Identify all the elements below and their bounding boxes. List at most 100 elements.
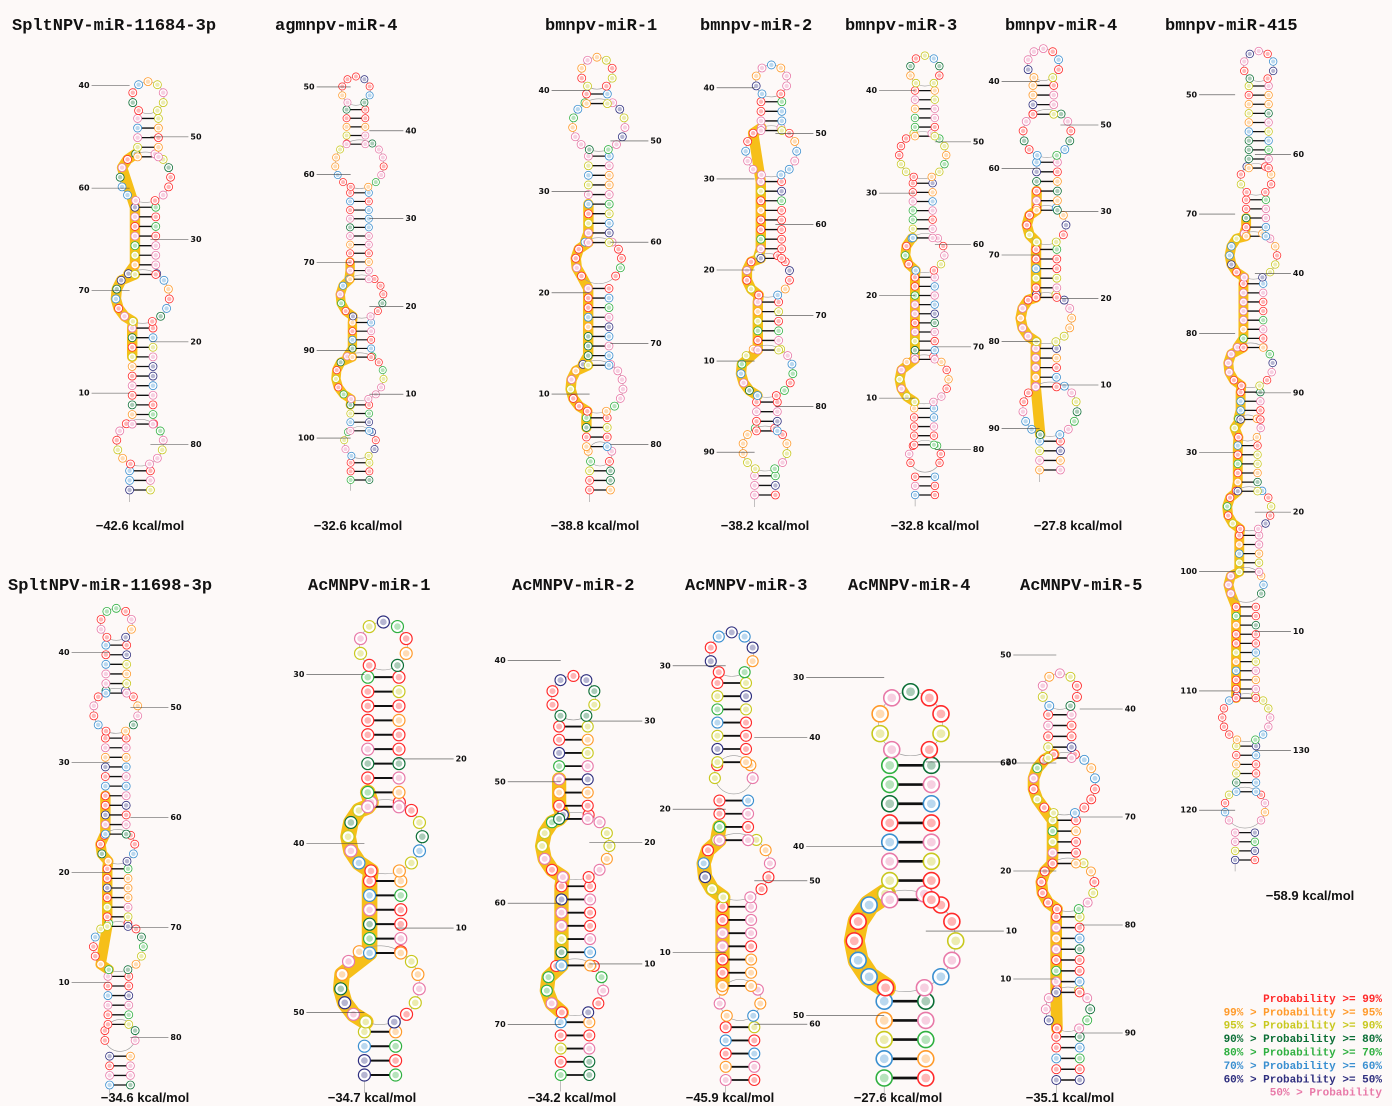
nucleotide bbox=[392, 742, 406, 756]
nucleotide-fill bbox=[364, 789, 372, 796]
nucleotide bbox=[910, 472, 920, 481]
nucleotide-fill bbox=[932, 357, 937, 362]
nucleotide bbox=[392, 771, 406, 785]
nucleotide bbox=[583, 312, 593, 322]
nucleotide bbox=[742, 266, 752, 275]
nucleotide bbox=[1232, 787, 1241, 796]
nucleotide bbox=[120, 311, 129, 321]
nucleotide bbox=[1233, 477, 1242, 487]
nucleotide bbox=[377, 383, 386, 392]
nucleotide bbox=[922, 794, 941, 813]
nucleotide bbox=[880, 775, 899, 794]
nucleotide bbox=[163, 284, 173, 294]
nucleotide bbox=[158, 88, 168, 98]
nucleotide-fill bbox=[912, 124, 918, 130]
nucleotide-fill bbox=[1051, 102, 1056, 107]
nucleotide-fill bbox=[907, 451, 912, 457]
nucleotide bbox=[1239, 297, 1248, 307]
nucleotide bbox=[1052, 283, 1062, 293]
nucleotide bbox=[882, 689, 901, 707]
nucleotide-fill bbox=[932, 339, 937, 344]
nucleotide-fill bbox=[587, 487, 592, 493]
nucleotide-fill bbox=[1053, 968, 1059, 974]
nucleotide bbox=[130, 222, 140, 231]
nucleotide bbox=[930, 481, 940, 491]
nucleotide bbox=[1056, 465, 1065, 475]
nucleotide-fill bbox=[350, 329, 355, 334]
nucleotide bbox=[1245, 74, 1254, 83]
nucleotide bbox=[748, 164, 758, 174]
nucleotide-fill bbox=[1266, 83, 1271, 89]
nucleotide-fill bbox=[774, 393, 779, 398]
nucleotide bbox=[1244, 154, 1254, 164]
nucleotide-fill bbox=[150, 402, 156, 408]
nucleotide-fill bbox=[779, 236, 784, 242]
nucleotide-fill bbox=[102, 1028, 108, 1033]
position-label: 50 bbox=[1000, 651, 1012, 660]
free-energy: −58.9 kcal/mol bbox=[1266, 888, 1355, 903]
nucleotide bbox=[712, 666, 725, 679]
nucleotide-fill bbox=[367, 478, 372, 482]
nucleotide-fill bbox=[1237, 569, 1242, 574]
nucleotide-fill bbox=[586, 201, 591, 207]
nucleotide-fill bbox=[912, 339, 918, 344]
nucleotide-fill bbox=[366, 242, 371, 247]
nucleotide-fill bbox=[1241, 281, 1246, 286]
nucleotide-fill bbox=[370, 141, 375, 146]
nucleotide-fill bbox=[373, 180, 378, 185]
nucleotide-fill bbox=[1228, 591, 1233, 596]
nucleotide-fill bbox=[758, 188, 763, 194]
nucleotide bbox=[771, 480, 780, 490]
nucleotide bbox=[378, 366, 387, 375]
nucleotide-fill bbox=[755, 328, 760, 334]
nucleotide bbox=[102, 902, 112, 912]
nucleotide-fill bbox=[153, 233, 158, 239]
nucleotide bbox=[742, 275, 752, 285]
nucleotide bbox=[1054, 55, 1063, 65]
nucleotide bbox=[777, 215, 786, 225]
nucleotide bbox=[546, 698, 559, 711]
highlight bbox=[331, 257, 358, 410]
nucleotide-fill bbox=[367, 84, 372, 89]
nucleotide bbox=[1052, 363, 1061, 373]
nucleotide bbox=[1261, 232, 1271, 241]
nucleotide-fill bbox=[95, 722, 101, 728]
nucleotide-fill bbox=[587, 468, 592, 473]
nucleotide-fill bbox=[397, 935, 405, 942]
nucleotide bbox=[1259, 306, 1268, 316]
nucleotide-fill bbox=[1033, 276, 1039, 281]
nucleotide bbox=[606, 485, 615, 495]
nucleotide bbox=[943, 951, 961, 970]
nucleotide bbox=[1239, 325, 1248, 334]
nucleotide bbox=[145, 475, 155, 485]
position-label: 60 bbox=[170, 813, 182, 822]
nucleotide bbox=[555, 906, 568, 919]
free-energy: −45.9 kcal/mol bbox=[686, 1090, 775, 1105]
nucleotide-fill bbox=[776, 347, 781, 353]
position-label: 10 bbox=[1100, 381, 1112, 390]
nucleotide-fill bbox=[743, 149, 748, 154]
nucleotide bbox=[1253, 477, 1262, 487]
nucleotide bbox=[767, 60, 776, 70]
nucleotide-fill bbox=[779, 217, 784, 223]
nucleotide bbox=[929, 413, 939, 422]
nucleotide bbox=[131, 196, 141, 205]
nucleotide bbox=[1036, 877, 1047, 887]
nucleotide bbox=[553, 812, 566, 825]
nucleotide-fill bbox=[1235, 461, 1240, 466]
position-label: 60 bbox=[495, 899, 507, 908]
nucleotide bbox=[1052, 353, 1061, 363]
nucleotide-fill bbox=[1258, 792, 1264, 797]
nucleotide-fill bbox=[1266, 724, 1271, 729]
nucleotide-fill bbox=[1256, 551, 1262, 556]
nucleotide-fill bbox=[586, 173, 591, 178]
nucleotide-fill bbox=[126, 271, 131, 276]
nucleotide bbox=[96, 624, 106, 634]
panel-title: AcMNPV-miR-5 bbox=[1020, 577, 1142, 596]
nucleotide bbox=[1074, 976, 1085, 987]
nucleotide bbox=[102, 893, 112, 902]
nucleotide-fill bbox=[129, 373, 135, 379]
nucleotide bbox=[777, 106, 787, 116]
nucleotide bbox=[604, 228, 614, 238]
nucleotide bbox=[1224, 358, 1233, 368]
